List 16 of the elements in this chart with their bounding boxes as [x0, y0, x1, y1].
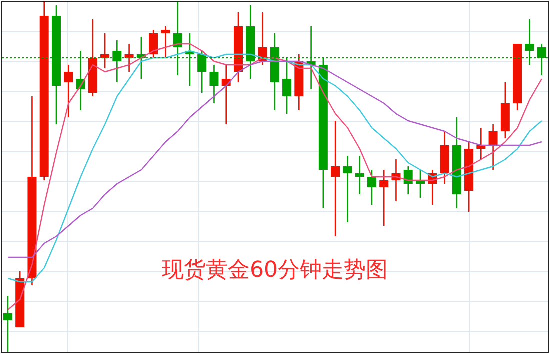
candlestick — [380, 169, 389, 227]
candlestick — [64, 64, 74, 118]
candlestick — [149, 29, 158, 59]
candlestick — [476, 127, 486, 160]
candlestick — [161, 26, 170, 59]
candlestick — [355, 155, 364, 196]
text: 现货黄金60分钟走势图 — [161, 257, 389, 285]
candlestick — [404, 166, 413, 196]
candlestick — [488, 124, 498, 171]
candlestick — [331, 120, 340, 238]
candlestick — [124, 43, 134, 73]
candlestick — [3, 295, 12, 352]
candlestick — [100, 32, 110, 70]
candlestick — [210, 64, 219, 104]
candlestick — [343, 155, 352, 224]
candlestick — [367, 169, 376, 206]
